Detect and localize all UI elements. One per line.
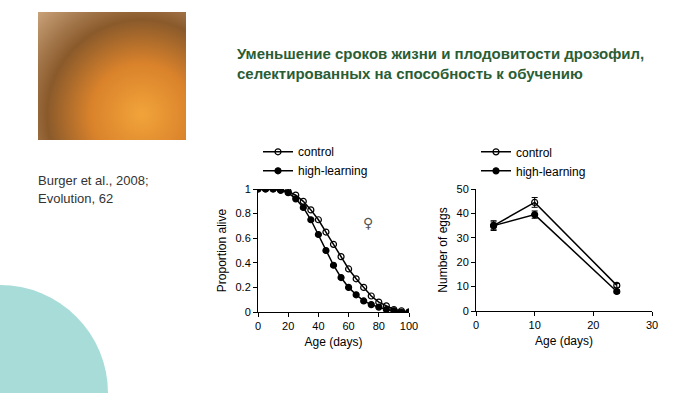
svg-text:100: 100 <box>400 320 418 332</box>
svg-text:10: 10 <box>457 280 469 292</box>
svg-text:high-learning: high-learning <box>298 164 367 178</box>
svg-text:20: 20 <box>282 320 294 332</box>
html-text:селектированных на способность: селектированных на способность к обучени… <box>237 65 583 82</box>
svg-text:Number of eggs: Number of eggs <box>436 207 450 292</box>
svg-text:0: 0 <box>255 320 261 332</box>
svg-text:20: 20 <box>457 256 469 268</box>
html-text:Уменьшение сроков жизни и плод: Уменьшение сроков жизни и плодовитости д… <box>237 45 645 62</box>
svg-text:50: 50 <box>457 183 469 195</box>
svg-text:60: 60 <box>342 320 354 332</box>
svg-text:0.4: 0.4 <box>236 257 251 269</box>
svg-text:20: 20 <box>587 319 599 331</box>
svg-text:♀: ♀ <box>363 215 373 231</box>
svg-text:0: 0 <box>473 319 479 331</box>
svg-text:Age (days): Age (days) <box>304 335 362 349</box>
svg-text:Proportion alive: Proportion alive <box>215 208 229 292</box>
html-text:Burger et al., 2008;: Burger et al., 2008; <box>38 173 149 188</box>
svg-text:0.6: 0.6 <box>236 232 251 244</box>
svg-text:0.2: 0.2 <box>236 281 251 293</box>
svg-text:30: 30 <box>646 319 658 331</box>
svg-text:Age (days): Age (days) <box>535 334 593 348</box>
svg-text:high-learning: high-learning <box>516 165 585 179</box>
svg-text:0: 0 <box>463 305 469 317</box>
svg-text:30: 30 <box>457 232 469 244</box>
html-text:Evolution, 62: Evolution, 62 <box>38 191 114 206</box>
svg-text:control: control <box>298 145 334 159</box>
svg-text:0.8: 0.8 <box>236 207 251 219</box>
svg-text:40: 40 <box>457 207 469 219</box>
svg-text:control: control <box>516 146 552 160</box>
svg-text:80: 80 <box>373 320 385 332</box>
svg-text:1: 1 <box>245 183 251 195</box>
svg-text:0: 0 <box>245 306 251 318</box>
svg-text:10: 10 <box>529 319 541 331</box>
svg-text:40: 40 <box>312 320 324 332</box>
